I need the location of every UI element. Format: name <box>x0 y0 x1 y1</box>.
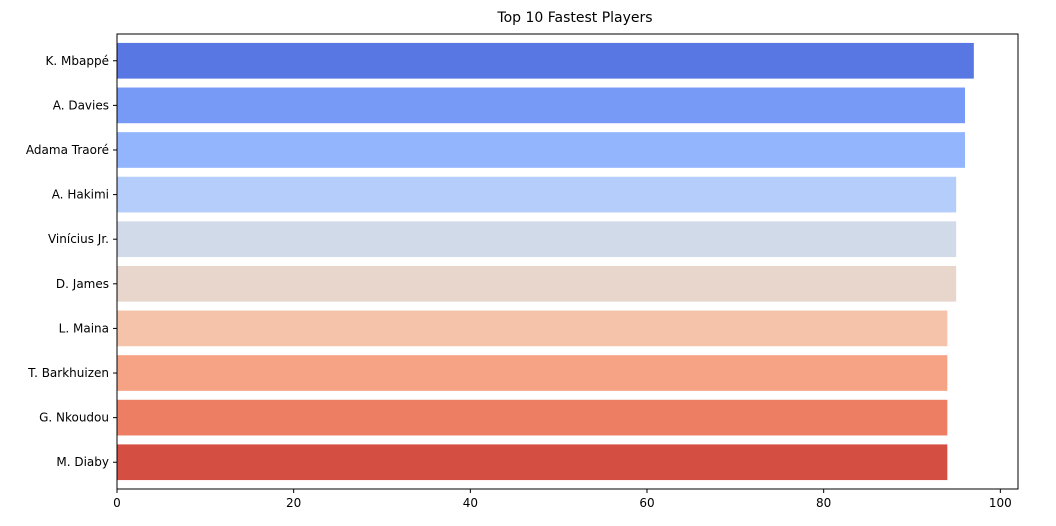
plot-frame <box>116 33 1019 490</box>
y-tick-label: G. Nkoudou <box>39 411 109 425</box>
x-tick-label: 0 <box>113 496 121 510</box>
x-tick-label: 40 <box>463 496 478 510</box>
y-tick-label: T. Barkhuizen <box>27 366 109 380</box>
y-tick-label: M. Diaby <box>56 455 109 469</box>
bar <box>117 265 957 302</box>
x-tick-label: 80 <box>816 496 831 510</box>
bar <box>117 399 948 436</box>
y-tick-label: A. Davies <box>53 98 109 112</box>
chart-title: Top 10 Fastest Players <box>496 10 652 26</box>
x-tick-label: 20 <box>286 496 301 510</box>
bar <box>117 444 948 481</box>
bar <box>117 176 957 213</box>
x-tick-label: 60 <box>639 496 654 510</box>
bar <box>117 355 948 391</box>
y-tick-label: L. Maina <box>59 321 109 335</box>
y-axis-ticks: K. Mbappé A. Davies Adama Traoré A. Hakimi V… <box>26 54 117 469</box>
y-tick-label: D. James <box>56 277 109 291</box>
y-tick-label: A. Hakimi <box>52 188 109 202</box>
bar <box>117 132 965 168</box>
bar <box>117 42 974 79</box>
y-tick-label: Vinícius Jr. <box>48 232 109 246</box>
bar <box>117 310 948 347</box>
bar <box>117 87 965 124</box>
bar <box>117 221 957 258</box>
x-axis-ticks: 0 20 40 60 80 100 <box>113 489 1012 510</box>
x-tick-label: 100 <box>989 496 1012 510</box>
y-tick-label: Adama Traoré <box>26 143 109 157</box>
y-tick-label: K. Mbappé <box>46 54 109 68</box>
bars-group <box>117 42 974 481</box>
